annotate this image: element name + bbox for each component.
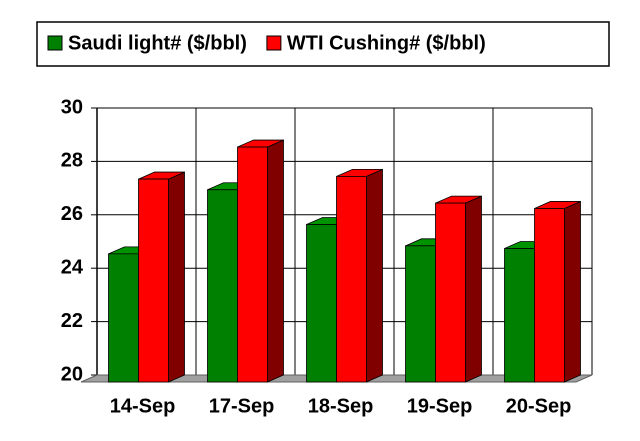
bar-side — [564, 200, 581, 383]
bar-front — [435, 202, 466, 383]
y-tick-label: 28 — [61, 150, 83, 172]
x-tick-label: 14-Sep — [110, 395, 176, 417]
bar-front — [306, 224, 337, 383]
bar-front — [504, 248, 535, 383]
y-tick-label: 20 — [61, 363, 83, 385]
y-tick-label: 24 — [61, 256, 84, 278]
bar-side — [465, 195, 482, 383]
bar — [435, 195, 482, 383]
bar-side — [168, 171, 185, 383]
x-tick-label: 19-Sep — [407, 395, 473, 417]
x-tick-label: 20-Sep — [506, 395, 572, 417]
legend-swatch — [47, 35, 63, 51]
bar-front — [207, 189, 238, 383]
legend-swatch — [266, 35, 282, 51]
bar — [237, 139, 284, 383]
bar — [138, 171, 185, 383]
plot-area: 20 22 24 26 28 30 14-Sep 17-Sep 18-Sep 19-Sep 20-S… — [61, 96, 593, 417]
x-tick-label: 18-Sep — [308, 395, 374, 417]
bar — [534, 200, 581, 383]
y-tick-label: 26 — [61, 203, 83, 225]
legend-box — [36, 21, 610, 67]
bar — [336, 168, 383, 383]
legend-label: Saudi light# ($/bbl) — [68, 32, 247, 54]
bar-side — [366, 168, 383, 383]
x-tick-label: 17-Sep — [209, 395, 275, 417]
bar-front — [534, 208, 565, 383]
bar-front — [405, 245, 436, 383]
legend-label: WTI Cushing# ($/bbl) — [287, 32, 486, 54]
legend: Saudi light# ($/bbl) WTI Cushing# ($/bbl) — [47, 32, 486, 54]
bar-front — [138, 178, 169, 383]
bar-front — [237, 146, 268, 383]
y-tick-label: 22 — [61, 310, 83, 332]
bar-front — [108, 253, 139, 383]
bar-side — [267, 139, 284, 383]
bar-front — [336, 176, 367, 383]
y-tick-label: 30 — [61, 96, 83, 118]
